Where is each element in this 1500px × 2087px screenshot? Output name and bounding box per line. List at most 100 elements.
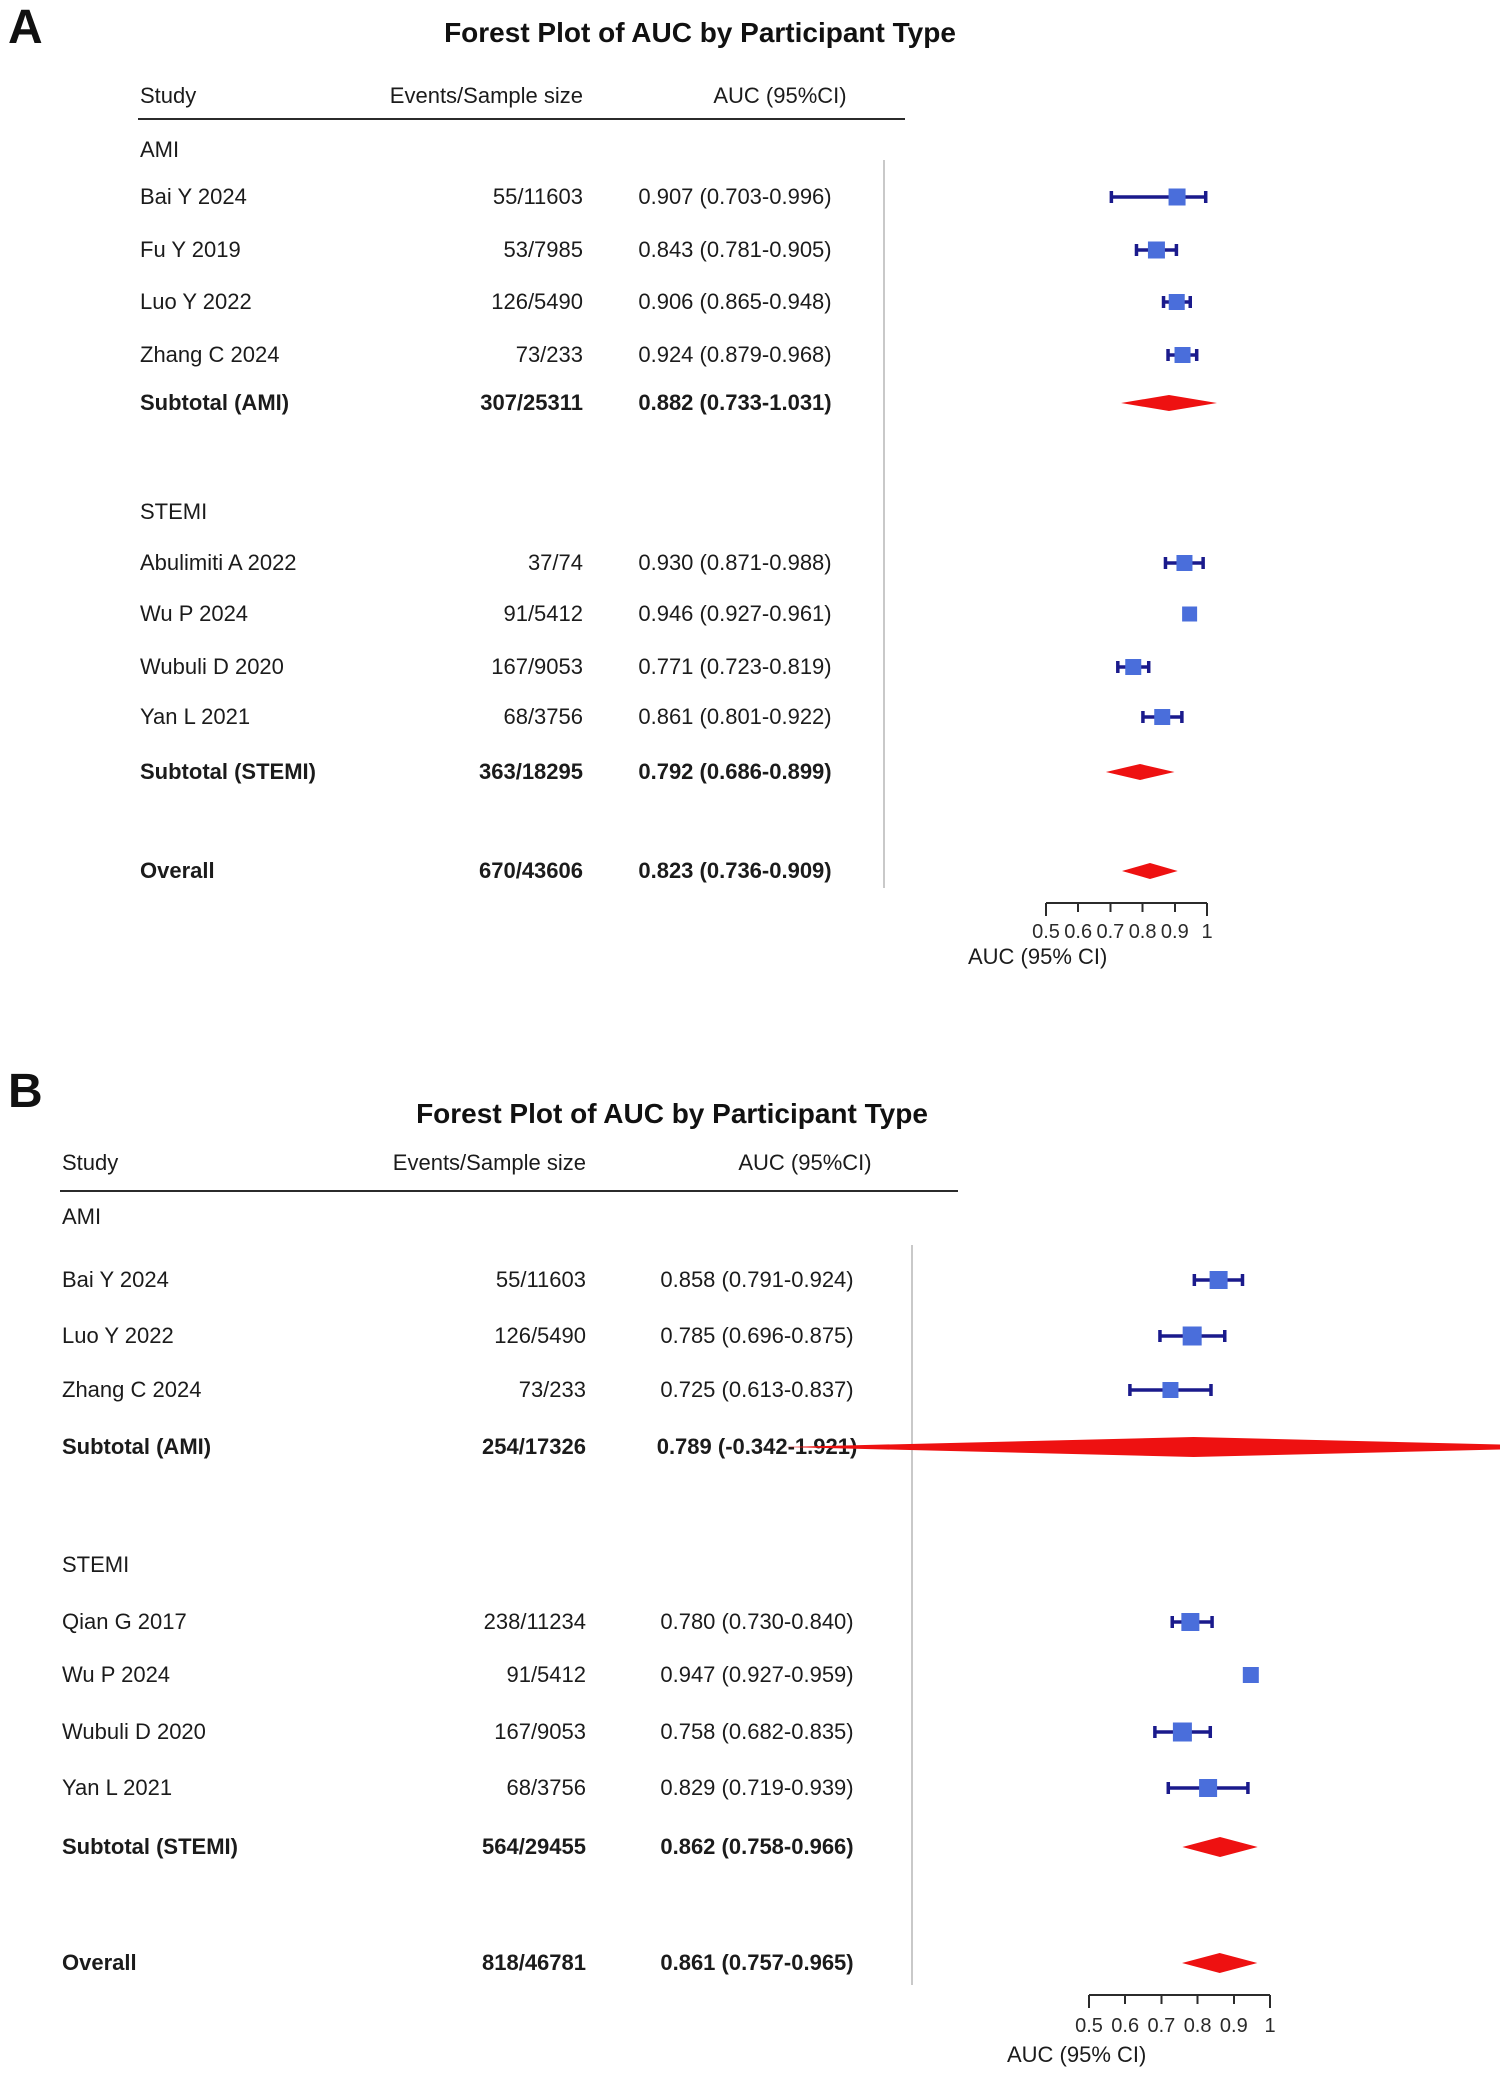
effect-square [1181,1613,1200,1631]
study-label: Wubuli D 2020 [140,654,284,679]
auc-value: 0.906 (0.865-0.948) [638,289,832,314]
auc-value: 0.823 (0.736-0.909) [638,858,832,883]
study-label: Bai Y 2024 [140,184,247,209]
study-label: Zhang C 2024 [140,342,280,367]
auc-value: 0.758 (0.682-0.835) [660,1719,854,1744]
auc-value: 0.882 (0.733-1.031) [638,390,832,415]
study-label: Wu P 2024 [62,1662,171,1687]
panel-b-letter: B [8,1065,43,1118]
effect-square [1182,1326,1202,1346]
effect-square [1242,1667,1259,1683]
effect-square [1199,1779,1218,1797]
summary-diamond [784,1437,1500,1457]
axis-tick-label: 1 [1201,921,1212,943]
auc-value: 0.861 (0.801-0.922) [638,704,832,729]
auc-value: 0.862 (0.758-0.966) [660,1834,854,1859]
group-label: STEMI [62,1552,130,1577]
events-value: 37/74 [527,550,583,575]
events-value: 670/43606 [479,858,583,883]
x-axis [1045,902,1208,916]
auc-value: 0.792 (0.686-0.899) [638,759,832,784]
column-header-auc: AUC (95%CI) [738,1150,872,1175]
effect-square [1168,294,1185,310]
events-value: 167/9053 [491,654,583,679]
effect-square [1174,347,1191,363]
effect-square [1162,1382,1179,1398]
study-label: Fu Y 2019 [140,237,241,262]
axis-tick-label: 0.6 [1111,2015,1139,2037]
x-axis-label: AUC (95% CI) [1007,2042,1146,2067]
auc-value: 0.829 (0.719-0.939) [660,1775,854,1800]
events-value: 53/7985 [503,237,583,262]
events-value: 55/11603 [492,184,583,209]
events-value: 254/17326 [482,1434,586,1459]
auc-value: 0.861 (0.757-0.965) [660,1950,854,1975]
group-label: AMI [140,137,180,162]
column-header-events: Events/Sample size [392,1150,586,1175]
summary-diamond [1121,395,1217,411]
effect-square [1176,555,1193,571]
effect-square [1168,188,1186,206]
auc-value: 0.924 (0.879-0.968) [638,342,832,367]
auc-value: 0.947 (0.927-0.959) [660,1662,854,1687]
axis-tick-label: 0.5 [1032,921,1060,943]
summary-label: Subtotal (STEMI) [140,759,316,784]
group-label: STEMI [140,499,208,524]
summary-label: Subtotal (AMI) [140,390,290,415]
column-header-study: Study [62,1150,119,1175]
study-label: Bai Y 2024 [62,1267,169,1292]
events-value: 55/11603 [495,1267,586,1292]
auc-value: 0.907 (0.703-0.996) [638,184,832,209]
auc-value: 0.843 (0.781-0.905) [638,237,832,262]
x-axis-label: AUC (95% CI) [968,944,1107,969]
axis-tick-label: 0.5 [1075,2015,1103,2037]
events-value: 73/233 [518,1377,586,1402]
study-label: Luo Y 2022 [62,1323,174,1348]
events-value: 68/3756 [506,1775,586,1800]
auc-value: 0.858 (0.791-0.924) [660,1267,854,1292]
summary-diamond [1182,1837,1258,1857]
summary-label: Overall [62,1950,137,1975]
effect-square [1172,1722,1192,1742]
effect-square [1182,606,1198,622]
effect-square [1125,659,1142,675]
summary-diamond [1182,1953,1258,1973]
study-label: Wu P 2024 [140,601,249,626]
panel-a-letter: A [8,1,43,54]
summary-diamond [1121,863,1178,879]
axis-tick-label: 0.7 [1147,2015,1175,2037]
axis-tick-label: 0.9 [1161,921,1189,943]
study-label: Yan L 2021 [140,704,251,729]
events-value: 126/5490 [494,1323,586,1348]
study-label: Wubuli D 2020 [62,1719,206,1744]
effect-square [1147,241,1165,259]
events-value: 363/18295 [479,759,583,784]
column-header-study: Study [140,83,197,108]
axis-tick-label: 0.8 [1129,921,1157,943]
effect-square [1209,1271,1228,1289]
plot-divider-line [911,1245,913,1985]
events-value: 73/233 [515,342,583,367]
study-label: Luo Y 2022 [140,289,252,314]
auc-value: 0.930 (0.871-0.988) [638,550,832,575]
events-value: 68/3756 [503,704,583,729]
auc-value: 0.771 (0.723-0.819) [638,654,832,679]
auc-value: 0.725 (0.613-0.837) [660,1377,854,1402]
events-value: 564/29455 [482,1834,586,1859]
axis-tick-label: 1 [1264,2015,1275,2037]
auc-value: 0.946 (0.927-0.961) [638,601,832,626]
panel-b-title: Forest Plot of AUC by Participant Type [416,1098,928,1129]
events-value: 167/9053 [494,1719,586,1744]
events-value: 91/5412 [503,601,583,626]
auc-value: 0.780 (0.730-0.840) [660,1609,854,1634]
effect-square [1154,709,1171,725]
header-rule [138,118,905,120]
study-label: Abulimiti A 2022 [140,550,297,575]
header-rule [60,1190,958,1192]
column-header-auc: AUC (95%CI) [713,83,847,108]
axis-tick-label: 0.9 [1220,2015,1248,2037]
events-value: 91/5412 [506,1662,586,1687]
column-header-events: Events/Sample size [389,83,583,108]
summary-label: Subtotal (AMI) [62,1434,212,1459]
